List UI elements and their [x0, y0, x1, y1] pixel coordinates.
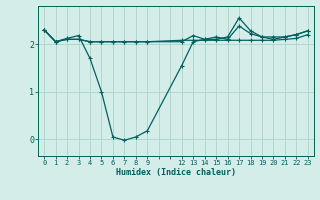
X-axis label: Humidex (Indice chaleur): Humidex (Indice chaleur) — [116, 168, 236, 177]
